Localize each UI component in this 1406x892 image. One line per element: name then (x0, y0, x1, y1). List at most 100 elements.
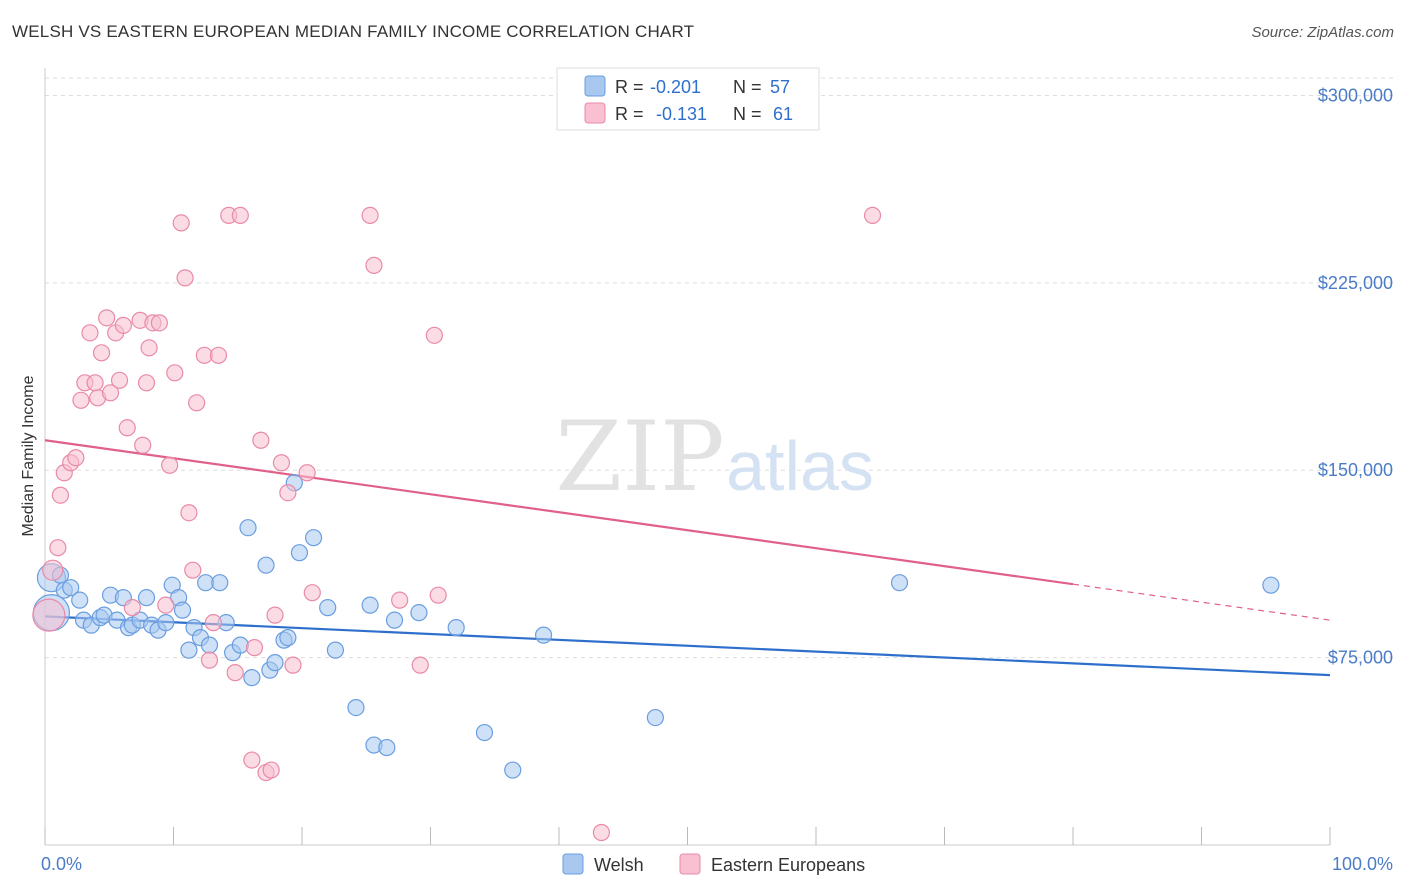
point-eastern-europeans (67, 449, 85, 467)
point-eastern-europeans (176, 269, 194, 287)
point-eastern-europeans (209, 346, 228, 364)
chart-title: WELSH VS EASTERN EUROPEAN MEDIAN FAMILY … (12, 22, 695, 41)
watermark-atlas: atlas (726, 427, 874, 505)
point-eastern-europeans (284, 656, 302, 674)
watermark: ZIP atlas (555, 401, 874, 513)
point-welsh (646, 708, 664, 727)
point-eastern-europeans (298, 464, 316, 482)
point-welsh (319, 599, 337, 617)
bottom-legend-label-eastern-europeans: Eastern Europeans (711, 855, 865, 875)
point-eastern-europeans (150, 314, 168, 332)
point-eastern-europeans (49, 539, 67, 557)
trend-line-welsh (44, 615, 1331, 677)
y-tick-label: $150,000 (1318, 460, 1393, 480)
x-tick-label: 100.0% (1332, 854, 1393, 874)
point-eastern-europeans (92, 344, 111, 362)
point-eastern-europeans (279, 484, 297, 502)
point-eastern-europeans (123, 599, 141, 617)
point-welsh (266, 654, 284, 672)
point-eastern-europeans (98, 309, 116, 327)
y-tick-label: $75,000 (1328, 648, 1393, 668)
point-welsh (200, 636, 219, 654)
point-eastern-europeans (231, 206, 249, 225)
legend-r-label-eastern-europeans: R = (615, 104, 644, 124)
point-eastern-europeans (863, 206, 882, 225)
point-eastern-europeans (166, 364, 184, 382)
point-welsh (890, 574, 909, 592)
point-welsh (157, 614, 175, 632)
point-eastern-europeans (252, 431, 270, 449)
axes (44, 68, 1331, 846)
trend-line-dashed-eastern-europeans (1072, 583, 1331, 621)
data-points (32, 206, 1280, 842)
trend-line-eastern-europeans (44, 439, 1074, 586)
point-eastern-europeans (114, 316, 132, 334)
point-welsh (211, 574, 229, 592)
point-eastern-europeans (101, 384, 120, 402)
legend-r-value-eastern-europeans: -0.131 (656, 104, 707, 124)
point-eastern-europeans (204, 614, 222, 632)
y-tick-label: $300,000 (1318, 85, 1393, 105)
point-eastern-europeans (172, 214, 190, 232)
point-welsh (290, 544, 309, 562)
point-eastern-europeans (361, 206, 379, 225)
point-welsh (257, 556, 275, 574)
series-legend: Welsh Eastern Europeans (562, 853, 865, 875)
correlation-legend: R = -0.201 N = 57 R = -0.131 N = 61 (556, 67, 820, 131)
legend-r-label-welsh: R = (615, 77, 644, 97)
point-welsh (231, 636, 249, 654)
point-eastern-europeans (188, 394, 206, 412)
point-eastern-europeans (243, 751, 261, 769)
chart-source: Source: ZipAtlas.com (1251, 24, 1394, 41)
legend-n-label-welsh: N = (733, 77, 762, 97)
watermark-zip: ZIP (555, 401, 724, 513)
point-welsh (279, 629, 297, 647)
point-eastern-europeans (180, 504, 198, 522)
point-welsh (447, 619, 465, 637)
point-welsh (385, 611, 404, 629)
x-tick-labels: 0.0% 100.0% (41, 854, 1393, 874)
gridlines (45, 77, 1395, 659)
point-welsh (180, 641, 198, 659)
point-eastern-europeans (425, 326, 443, 344)
legend-n-label-eastern-europeans: N = (733, 104, 762, 124)
point-eastern-europeans (137, 374, 156, 392)
point-welsh (504, 761, 522, 779)
point-eastern-europeans (184, 561, 202, 579)
bottom-legend-label-welsh: Welsh (594, 855, 644, 875)
point-welsh (410, 604, 428, 622)
y-tick-label: $225,000 (1318, 273, 1393, 293)
point-eastern-europeans (51, 486, 70, 504)
point-eastern-europeans (200, 651, 219, 669)
point-welsh (1262, 576, 1280, 594)
point-eastern-europeans (266, 606, 284, 624)
point-eastern-europeans (303, 584, 321, 602)
point-eastern-europeans (391, 591, 409, 609)
point-eastern-europeans (226, 664, 244, 682)
point-eastern-europeans (272, 454, 291, 472)
point-welsh (62, 579, 80, 597)
point-eastern-europeans (429, 586, 447, 604)
point-eastern-europeans (161, 456, 179, 474)
y-axis-label: Median Family Income (20, 375, 37, 536)
point-eastern-europeans (134, 436, 152, 454)
x-tick-label: 0.0% (41, 854, 82, 874)
point-welsh (534, 626, 553, 644)
point-welsh (239, 519, 257, 537)
point-eastern-europeans (32, 598, 66, 632)
point-eastern-europeans (118, 419, 136, 437)
point-welsh (475, 723, 494, 742)
point-eastern-europeans (245, 639, 264, 657)
trend-lines (44, 439, 1331, 677)
legend-r-value-welsh: -0.201 (650, 77, 701, 97)
point-eastern-europeans (86, 374, 104, 392)
legend-swatch-welsh (584, 75, 606, 97)
point-eastern-europeans (262, 761, 280, 779)
y-tick-labels: $75,000 $150,000 $225,000 $300,000 (1318, 85, 1393, 667)
point-welsh (347, 698, 365, 717)
bottom-legend-swatch-welsh (562, 853, 584, 875)
bottom-legend-swatch-eastern-europeans (679, 853, 701, 875)
point-eastern-europeans (81, 324, 99, 342)
legend-n-value-eastern-europeans: 61 (773, 104, 793, 124)
